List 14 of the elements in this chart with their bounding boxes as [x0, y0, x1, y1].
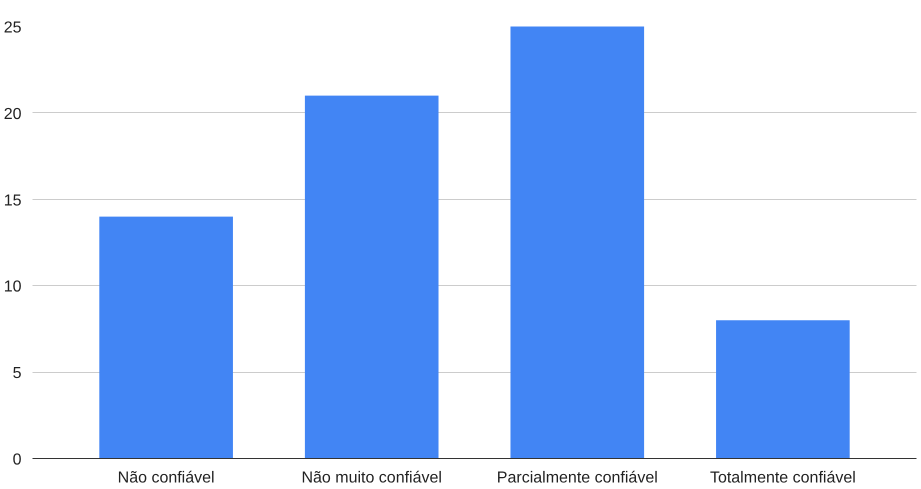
y-tick-label: 0 [12, 452, 22, 468]
x-tick-label: Não confiável [118, 470, 215, 486]
bar [716, 320, 850, 458]
x-tick-label: Parcialmente confiável [496, 470, 658, 486]
y-tick-label: 5 [12, 365, 22, 382]
bar [99, 216, 233, 458]
x-tick-label: Não muito confiável [301, 470, 442, 486]
x-tick-label: Totalmente confiável [710, 470, 856, 486]
y-tick-label: 25 [4, 20, 22, 36]
y-tick-label: 20 [4, 106, 22, 123]
y-tick-label: 10 [4, 278, 22, 296]
bar [510, 26, 644, 458]
y-tick-label: 15 [4, 192, 22, 210]
bar [304, 96, 439, 458]
